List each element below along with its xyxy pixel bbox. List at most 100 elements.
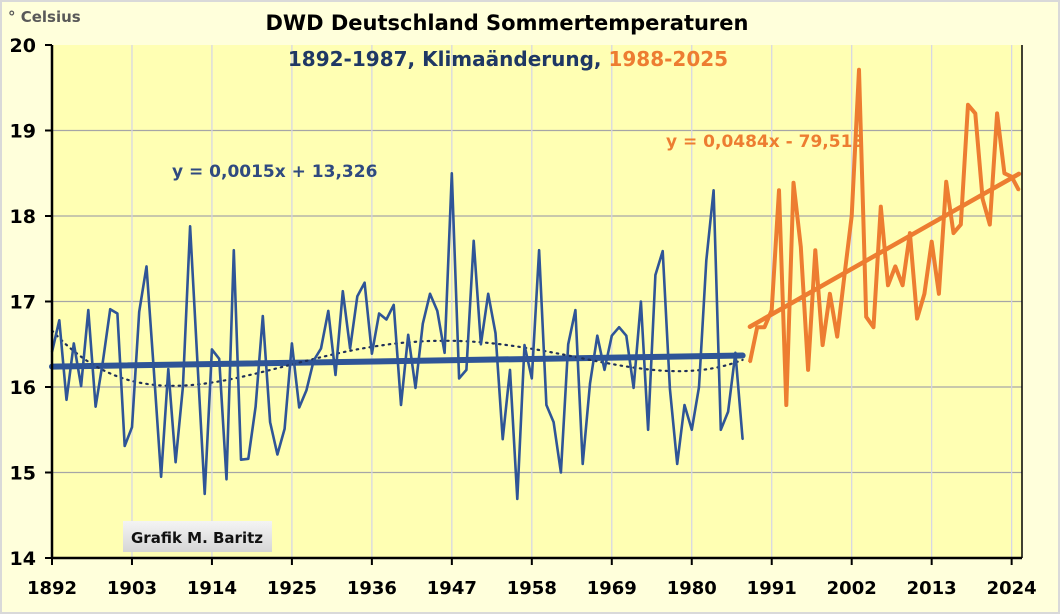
data-point-1 bbox=[581, 462, 584, 465]
ticks: 14 15 16 17 18 19 20 1892 1903 1914 1925 1936 1947 19… bbox=[10, 35, 1037, 599]
data-point-1 bbox=[407, 333, 410, 336]
data-point-1 bbox=[385, 318, 388, 321]
data-point-2 bbox=[872, 326, 875, 329]
data-point-1 bbox=[363, 281, 366, 284]
y-tick-label: 14 bbox=[10, 548, 36, 570]
data-point-1 bbox=[472, 239, 475, 242]
data-point-1 bbox=[545, 403, 548, 406]
data-point-1 bbox=[58, 319, 61, 322]
data-point-1 bbox=[523, 344, 526, 347]
data-point-1 bbox=[458, 377, 461, 380]
y-tick-label: 18 bbox=[10, 206, 36, 228]
data-point-1 bbox=[109, 308, 112, 311]
data-point-1 bbox=[392, 303, 395, 306]
y-tick-label: 20 bbox=[10, 35, 36, 57]
data-point-1 bbox=[203, 492, 206, 495]
data-point-1 bbox=[436, 309, 439, 312]
data-point-1 bbox=[567, 343, 570, 346]
data-point-1 bbox=[349, 347, 352, 350]
data-point-1 bbox=[189, 225, 192, 228]
data-point-2 bbox=[828, 292, 831, 295]
data-point-2 bbox=[1010, 175, 1013, 178]
x-tick-label: 2024 bbox=[987, 578, 1037, 599]
trendline-equation-2: y = 0,0484x - 79,513 bbox=[666, 132, 864, 152]
data-point-1 bbox=[421, 322, 424, 325]
data-point-1 bbox=[661, 250, 664, 253]
data-point-2 bbox=[792, 181, 795, 184]
data-point-1 bbox=[552, 421, 555, 424]
data-point-2 bbox=[807, 368, 810, 371]
data-point-2 bbox=[799, 245, 802, 248]
subtitle-period-1: 1892-1987 bbox=[288, 47, 408, 71]
data-point-2 bbox=[857, 68, 860, 71]
chart-subtitle: 1892-1987, Klimaänderung, 1988-2025 bbox=[288, 47, 728, 71]
data-point-1 bbox=[65, 398, 68, 401]
data-point-1 bbox=[261, 315, 264, 318]
data-point-1 bbox=[668, 387, 671, 390]
data-point-2 bbox=[843, 274, 846, 277]
data-point-1 bbox=[196, 360, 199, 363]
data-point-2 bbox=[814, 249, 817, 252]
data-point-1 bbox=[559, 471, 562, 474]
data-point-1 bbox=[610, 334, 613, 337]
data-point-1 bbox=[152, 368, 155, 371]
data-point-1 bbox=[305, 389, 308, 392]
data-point-1 bbox=[494, 332, 497, 335]
data-point-1 bbox=[509, 368, 512, 371]
data-point-1 bbox=[290, 342, 293, 345]
data-point-1 bbox=[588, 382, 591, 385]
data-point-1 bbox=[341, 290, 344, 293]
data-point-1 bbox=[683, 403, 686, 406]
data-point-1 bbox=[312, 359, 315, 362]
data-point-2 bbox=[974, 112, 977, 115]
data-point-2 bbox=[879, 205, 882, 208]
x-tick-label: 1958 bbox=[507, 578, 557, 599]
y-tick-label: 16 bbox=[10, 377, 36, 399]
data-point-1 bbox=[232, 249, 235, 252]
data-point-1 bbox=[327, 309, 330, 312]
data-point-1 bbox=[479, 343, 482, 346]
data-point-1 bbox=[72, 342, 75, 345]
data-point-1 bbox=[705, 259, 708, 262]
data-point-1 bbox=[254, 405, 257, 408]
watermark-text: Grafik M. Baritz bbox=[131, 529, 263, 547]
y-tick-label: 19 bbox=[10, 121, 36, 143]
data-point-1 bbox=[712, 189, 715, 192]
data-point-2 bbox=[770, 309, 773, 312]
x-tick-label: 2002 bbox=[827, 578, 877, 599]
data-point-2 bbox=[865, 315, 868, 318]
data-point-1 bbox=[632, 386, 635, 389]
x-tick-label: 2013 bbox=[907, 578, 957, 599]
data-point-1 bbox=[719, 428, 722, 431]
data-point-1 bbox=[414, 386, 417, 389]
data-point-1 bbox=[429, 292, 432, 295]
data-point-1 bbox=[210, 348, 213, 351]
data-point-1 bbox=[94, 405, 97, 408]
data-point-1 bbox=[501, 438, 504, 441]
series-line-2 bbox=[747, 67, 1021, 407]
data-point-1 bbox=[87, 309, 90, 312]
data-point-1 bbox=[727, 410, 730, 413]
data-point-1 bbox=[647, 428, 650, 431]
trendline-equation-1: y = 0,0015x + 13,326 bbox=[172, 162, 377, 182]
data-point-1 bbox=[101, 360, 104, 363]
data-point-1 bbox=[596, 334, 599, 337]
x-tick-label: 1980 bbox=[667, 578, 717, 599]
data-point-1 bbox=[80, 385, 83, 388]
data-point-1 bbox=[741, 438, 744, 441]
data-point-2 bbox=[996, 112, 999, 115]
data-point-1 bbox=[298, 406, 301, 409]
series-group bbox=[49, 67, 1022, 501]
data-point-1 bbox=[218, 357, 221, 360]
data-point-1 bbox=[530, 377, 533, 380]
x-tick-label: 1991 bbox=[747, 578, 797, 599]
data-point-1 bbox=[370, 352, 373, 355]
x-tick-label: 1914 bbox=[187, 578, 237, 599]
data-point-1 bbox=[269, 421, 272, 424]
data-point-2 bbox=[785, 403, 788, 406]
x-tick-label: 1925 bbox=[267, 578, 317, 599]
data-point-1 bbox=[240, 458, 243, 461]
data-point-2 bbox=[981, 197, 984, 200]
data-point-1 bbox=[698, 386, 701, 388]
